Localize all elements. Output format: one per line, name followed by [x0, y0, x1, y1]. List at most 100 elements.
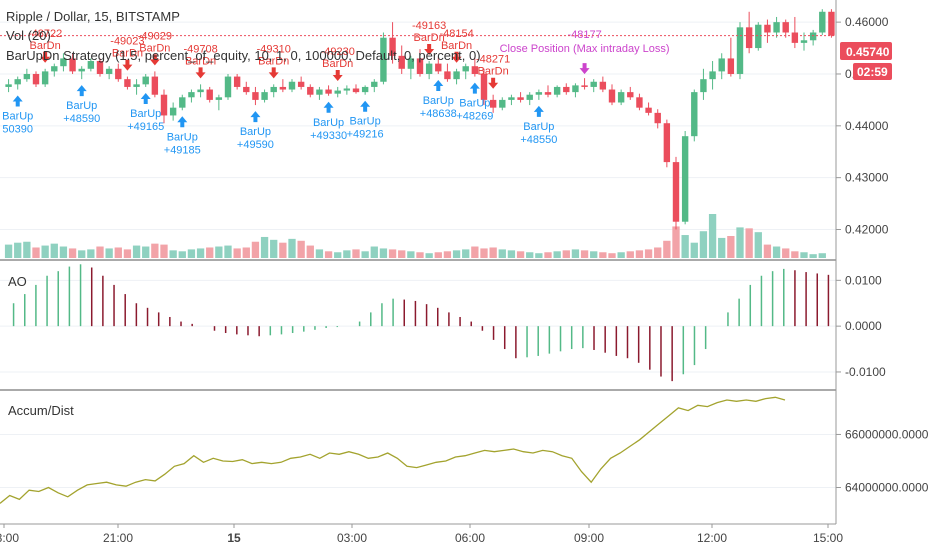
- volume-bar: [160, 244, 168, 258]
- volume-bar: [306, 245, 314, 258]
- signal-value: -48722: [28, 28, 62, 40]
- volume-bar: [599, 252, 607, 258]
- volume-bar: [745, 228, 753, 258]
- volume-bar: [123, 249, 132, 258]
- accum-dist-series: [0, 396, 786, 504]
- volume-bar: [196, 248, 205, 258]
- candle-body: [425, 63, 433, 74]
- accum-tick-label: 66000000.0000: [845, 427, 929, 441]
- volume-bar: [334, 252, 342, 258]
- candle-body: [69, 58, 76, 72]
- candle-body: [334, 90, 341, 94]
- candle: [78, 66, 85, 80]
- grid-lines: [0, 21, 836, 489]
- candle-body: [663, 123, 671, 163]
- signal-value: +48638: [420, 108, 457, 120]
- candle-body: [599, 81, 607, 90]
- candle-body: [480, 73, 488, 100]
- ao-tick-label: 0.0100: [845, 273, 882, 287]
- candle-body: [325, 89, 332, 94]
- signal-value: +48590: [63, 113, 100, 125]
- candle: [206, 86, 213, 103]
- candle-body: [544, 92, 552, 95]
- candle: [133, 79, 140, 95]
- candle: [480, 68, 488, 106]
- candle-body: [645, 107, 652, 113]
- candle: [489, 94, 497, 113]
- volume-bar: [242, 247, 250, 258]
- volume-bar: [818, 253, 826, 258]
- candle: [462, 63, 469, 80]
- volume-bar: [361, 251, 369, 258]
- candle: [663, 119, 671, 168]
- volume-bar: [718, 237, 726, 258]
- volume-bar: [617, 252, 625, 258]
- candle-body: [352, 88, 360, 93]
- candle-body: [160, 94, 168, 116]
- candle-body: [709, 71, 716, 80]
- candle-body: [581, 85, 588, 87]
- volume-bar: [388, 249, 397, 258]
- signal-up: BarUp+49330: [310, 101, 347, 142]
- arrow-up-icon: [76, 85, 87, 97]
- volume-bar: [68, 248, 77, 258]
- candle-body: [169, 107, 177, 116]
- candle-body: [51, 66, 58, 72]
- candle-body: [636, 97, 643, 108]
- volume-bar: [233, 248, 241, 258]
- signal-up: BarUp+48550: [520, 105, 557, 146]
- candle-body: [307, 86, 314, 95]
- signal-value: -48154: [439, 28, 473, 40]
- candle-body: [87, 61, 95, 69]
- ao-tick-label: 0.0000: [845, 319, 882, 333]
- candle-body: [773, 22, 780, 33]
- signal-label: BarDn: [185, 55, 216, 67]
- candle-body: [288, 81, 296, 90]
- candle: [288, 79, 296, 93]
- candle: [425, 61, 433, 80]
- arrow-up-icon: [433, 79, 444, 91]
- candle-body: [563, 86, 570, 93]
- candle: [526, 92, 533, 106]
- candle: [407, 55, 415, 80]
- candle-body: [297, 81, 305, 87]
- signal-value: +49185: [164, 144, 201, 156]
- volume-bar: [443, 251, 452, 258]
- volume-bar: [279, 242, 287, 258]
- candle-body: [764, 24, 771, 33]
- candle: [691, 89, 698, 142]
- arrow-down-icon: [40, 51, 51, 63]
- volume-bar: [132, 245, 141, 258]
- volume-bar: [516, 251, 525, 258]
- volume-bar: [169, 250, 177, 258]
- volume-bar: [480, 248, 488, 258]
- time-tick-label: 06:00: [455, 531, 485, 545]
- ao-histogram: [12, 264, 830, 382]
- volume-bar: [635, 250, 644, 258]
- candle: [398, 45, 405, 74]
- candle-body: [608, 89, 616, 103]
- candle-body: [197, 89, 204, 93]
- volume-bar: [763, 244, 772, 258]
- time-tick-label: 09:00: [574, 531, 604, 545]
- price-tick-label: 0.44000: [845, 119, 889, 133]
- candle-body: [32, 73, 40, 85]
- price-tick-label: 0.43000: [845, 171, 889, 185]
- candle: [233, 73, 241, 90]
- candle-body: [489, 99, 497, 108]
- volume-bar: [782, 248, 790, 258]
- candle: [517, 92, 524, 103]
- candle-body: [60, 58, 67, 67]
- candle-body: [736, 27, 744, 74]
- candle: [828, 9, 835, 38]
- volume-bar: [41, 245, 49, 258]
- signal-value: -48271: [476, 54, 510, 66]
- time-tick-label: 18:00: [0, 531, 19, 545]
- candle-body: [672, 162, 680, 222]
